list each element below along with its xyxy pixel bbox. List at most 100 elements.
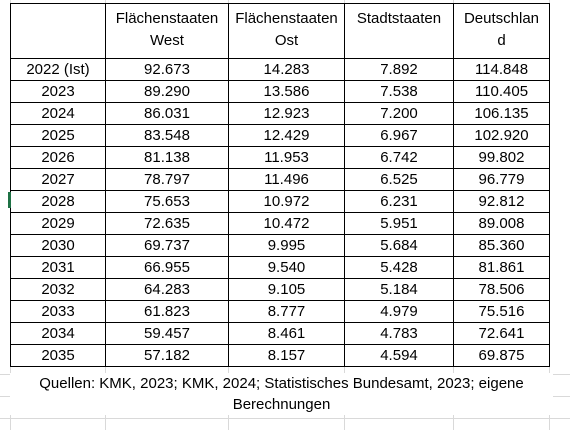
value-cell[interactable]: 7.538 bbox=[344, 80, 454, 103]
value-cell[interactable]: 81.138 bbox=[105, 146, 229, 169]
value-cell[interactable]: 78.797 bbox=[105, 168, 229, 191]
table-row: 2031 66.955 9.540 5.428 81.861 bbox=[10, 256, 550, 279]
value-cell[interactable]: 13.586 bbox=[228, 80, 345, 103]
value-cell[interactable]: 6.742 bbox=[344, 146, 454, 169]
value-cell[interactable]: 69.875 bbox=[453, 344, 550, 367]
value-cell[interactable]: 6.525 bbox=[344, 168, 454, 191]
value-cell[interactable]: 72.635 bbox=[105, 212, 229, 235]
value-cell[interactable]: 10.472 bbox=[228, 212, 345, 235]
year-cell[interactable]: 2027 bbox=[10, 168, 106, 191]
value-cell[interactable]: 110.405 bbox=[453, 80, 550, 103]
value-cell[interactable]: 78.506 bbox=[453, 278, 550, 301]
source-note: Quellen: KMK, 2023; KMK, 2024; Statistis… bbox=[10, 373, 553, 415]
table-row: 2022 (Ist) 92.673 14.283 7.892 114.848 bbox=[10, 58, 550, 81]
value-cell[interactable]: 11.953 bbox=[228, 146, 345, 169]
table-row: 2030 69.737 9.995 5.684 85.360 bbox=[10, 234, 550, 257]
value-cell[interactable]: 89.008 bbox=[453, 212, 550, 235]
header-cell-text: Stadtstaaten bbox=[356, 10, 442, 27]
value-cell[interactable]: 12.429 bbox=[228, 124, 345, 147]
value-cell[interactable]: 102.920 bbox=[453, 124, 550, 147]
table-row: 2023 89.290 13.586 7.538 110.405 bbox=[10, 80, 550, 103]
value-cell[interactable]: 96.779 bbox=[453, 168, 550, 191]
header-cell[interactable]: Deutschlan d bbox=[453, 3, 550, 59]
value-cell[interactable]: 5.428 bbox=[344, 256, 454, 279]
value-cell[interactable]: 5.684 bbox=[344, 234, 454, 257]
year-cell[interactable]: 2029 bbox=[10, 212, 106, 235]
header-cell-text: Deutschlan bbox=[463, 10, 540, 27]
value-cell[interactable]: 6.231 bbox=[344, 190, 454, 213]
table-row: 2028 75.653 10.972 6.231 92.812 bbox=[10, 190, 550, 213]
value-cell[interactable]: 8.777 bbox=[228, 300, 345, 323]
value-cell[interactable]: 66.955 bbox=[105, 256, 229, 279]
year-cell[interactable]: 2031 bbox=[10, 256, 106, 279]
value-cell[interactable]: 5.184 bbox=[344, 278, 454, 301]
value-cell[interactable]: 4.979 bbox=[344, 300, 454, 323]
value-cell[interactable]: 106.135 bbox=[453, 102, 550, 125]
year-cell[interactable]: 2032 bbox=[10, 278, 106, 301]
table-row: 2027 78.797 11.496 6.525 96.779 bbox=[10, 168, 550, 191]
header-cell[interactable]: Stadtstaaten bbox=[344, 3, 454, 59]
table-row: 2034 59.457 8.461 4.783 72.641 bbox=[10, 322, 550, 345]
value-cell[interactable]: 4.783 bbox=[344, 322, 454, 345]
header-cell-text: Flächenstaaten bbox=[235, 10, 338, 27]
value-cell[interactable]: 8.461 bbox=[228, 322, 345, 345]
value-cell[interactable]: 69.737 bbox=[105, 234, 229, 257]
value-cell[interactable]: 83.548 bbox=[105, 124, 229, 147]
value-cell[interactable]: 75.516 bbox=[453, 300, 550, 323]
header-cell-text: Flächenstaaten bbox=[115, 10, 219, 27]
year-cell[interactable]: 2024 bbox=[10, 102, 106, 125]
value-cell[interactable]: 7.200 bbox=[344, 102, 454, 125]
header-cell[interactable] bbox=[10, 3, 106, 59]
value-cell[interactable]: 6.967 bbox=[344, 124, 454, 147]
value-cell[interactable]: 99.802 bbox=[453, 146, 550, 169]
value-cell[interactable]: 114.848 bbox=[453, 58, 550, 81]
value-cell[interactable]: 14.283 bbox=[228, 58, 345, 81]
header-cell[interactable]: Flächenstaaten West bbox=[105, 3, 229, 59]
value-cell[interactable]: 81.861 bbox=[453, 256, 550, 279]
value-cell[interactable]: 59.457 bbox=[105, 322, 229, 345]
value-cell[interactable]: 4.594 bbox=[344, 344, 454, 367]
year-cell[interactable]: 2023 bbox=[10, 80, 106, 103]
value-cell[interactable]: 61.823 bbox=[105, 300, 229, 323]
year-cell[interactable]: 2028 bbox=[10, 190, 106, 213]
year-cell[interactable]: 2022 (Ist) bbox=[10, 58, 106, 81]
value-cell[interactable]: 10.972 bbox=[228, 190, 345, 213]
value-cell[interactable]: 85.360 bbox=[453, 234, 550, 257]
value-cell[interactable]: 8.157 bbox=[228, 344, 345, 367]
year-cell[interactable]: 2026 bbox=[10, 146, 106, 169]
year-cell[interactable]: 2035 bbox=[10, 344, 106, 367]
value-cell[interactable]: 7.892 bbox=[344, 58, 454, 81]
value-cell[interactable]: 5.951 bbox=[344, 212, 454, 235]
year-cell[interactable]: 2025 bbox=[10, 124, 106, 147]
header-row: Flächenstaaten West Flächenstaaten Ost Stadt… bbox=[10, 3, 550, 59]
value-cell[interactable]: 9.540 bbox=[228, 256, 345, 279]
value-cell[interactable]: 12.923 bbox=[228, 102, 345, 125]
value-cell[interactable]: 11.496 bbox=[228, 168, 345, 191]
value-cell[interactable]: 89.290 bbox=[105, 80, 229, 103]
value-cell[interactable]: 9.995 bbox=[228, 234, 345, 257]
table-row: 2029 72.635 10.472 5.951 89.008 bbox=[10, 212, 550, 235]
value-cell[interactable]: 9.105 bbox=[228, 278, 345, 301]
table-row: 2032 64.283 9.105 5.184 78.506 bbox=[10, 278, 550, 301]
active-cell-marker bbox=[8, 192, 11, 208]
table-row: 2033 61.823 8.777 4.979 75.516 bbox=[10, 300, 550, 323]
value-cell[interactable]: 92.812 bbox=[453, 190, 550, 213]
year-cell[interactable]: 2030 bbox=[10, 234, 106, 257]
header-cell-text: West bbox=[150, 32, 184, 49]
source-line-1: Quellen: KMK, 2023; KMK, 2024; Statistis… bbox=[39, 375, 524, 392]
value-cell[interactable]: 86.031 bbox=[105, 102, 229, 125]
year-cell[interactable]: 2034 bbox=[10, 322, 106, 345]
grid-line bbox=[0, 418, 570, 419]
year-cell[interactable]: 2033 bbox=[10, 300, 106, 323]
header-cell-text: d bbox=[497, 32, 506, 49]
value-cell[interactable]: 57.182 bbox=[105, 344, 229, 367]
value-cell[interactable]: 72.641 bbox=[453, 322, 550, 345]
table-row: 2024 86.031 12.923 7.200 106.135 bbox=[10, 102, 550, 125]
table-row: 2025 83.548 12.429 6.967 102.920 bbox=[10, 124, 550, 147]
value-cell[interactable]: 75.653 bbox=[105, 190, 229, 213]
value-cell[interactable]: 64.283 bbox=[105, 278, 229, 301]
source-line-2: Berechnungen bbox=[232, 396, 331, 413]
value-cell[interactable]: 92.673 bbox=[105, 58, 229, 81]
header-cell[interactable]: Flächenstaaten Ost bbox=[228, 3, 345, 59]
table-row: 2035 57.182 8.157 4.594 69.875 bbox=[10, 344, 550, 367]
